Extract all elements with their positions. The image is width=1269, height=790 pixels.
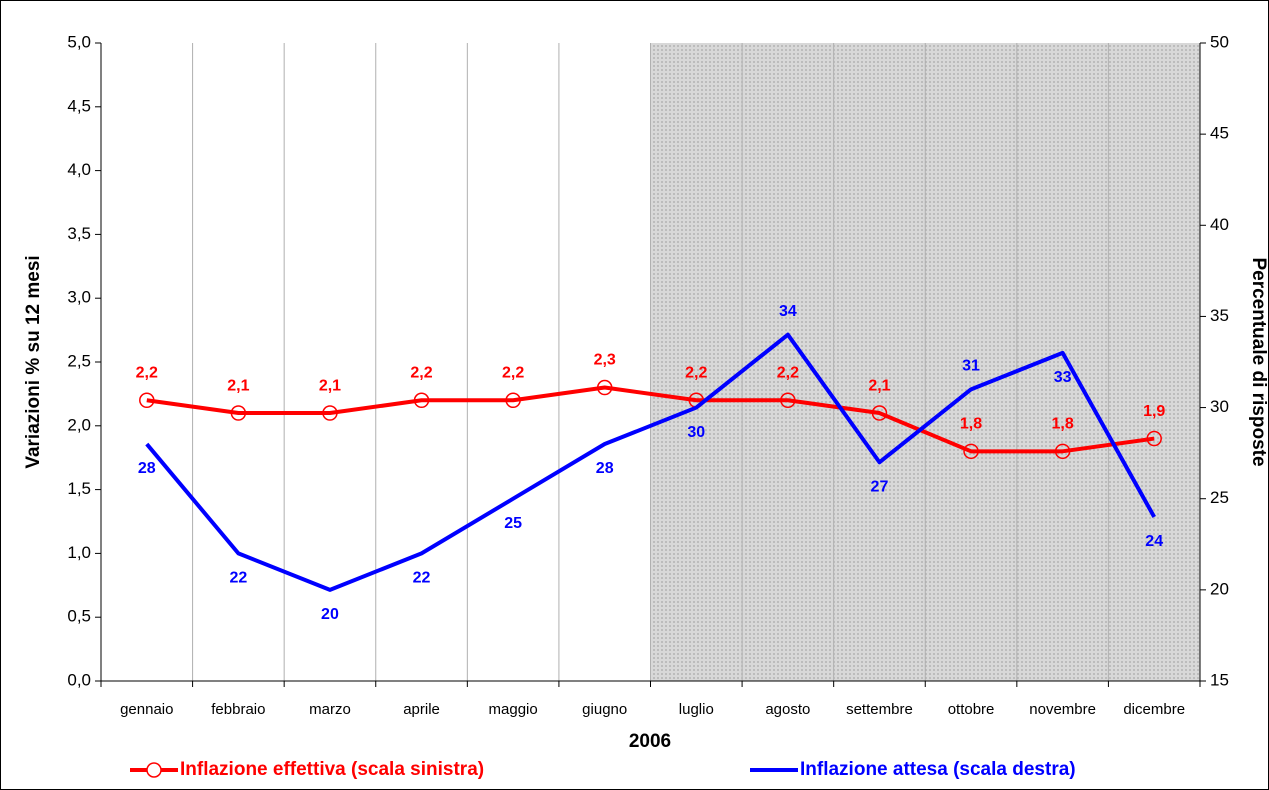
point-marker bbox=[1146, 430, 1162, 447]
data-label: 1,8 bbox=[960, 416, 982, 433]
data-label: 22 bbox=[413, 570, 431, 587]
y-tick-label: 4,5 bbox=[67, 96, 91, 115]
y2-tick-label: 15 bbox=[1210, 670, 1229, 689]
series-line bbox=[146, 385, 1155, 454]
data-label: 2,3 bbox=[594, 352, 616, 369]
x-tick-label: aprile bbox=[403, 701, 440, 718]
y-tick-label: 5,0 bbox=[67, 32, 91, 51]
legend-label: Inflazione attesa (scala destra) bbox=[800, 759, 1076, 780]
point-marker bbox=[139, 392, 155, 409]
point-marker bbox=[780, 392, 796, 409]
point-marker bbox=[413, 392, 430, 409]
data-label: 1,9 bbox=[1143, 403, 1165, 420]
y2-tick-label: 35 bbox=[1210, 306, 1229, 325]
x-tick-label: dicembre bbox=[1123, 701, 1185, 718]
x-tick-label: gennaio bbox=[120, 701, 173, 718]
data-label: 30 bbox=[687, 424, 705, 441]
x-tick-label: agosto bbox=[765, 701, 810, 718]
x-tick-label: marzo bbox=[309, 701, 351, 718]
point-marker bbox=[963, 443, 979, 460]
y-tick-label: 0,5 bbox=[67, 607, 91, 626]
y-tick-label: 3,0 bbox=[67, 288, 91, 307]
point-marker bbox=[322, 405, 338, 421]
x-tick-label: ottobre bbox=[948, 701, 995, 718]
y2-tick-label: 50 bbox=[1210, 32, 1229, 51]
y-tick-label: 3,5 bbox=[67, 224, 91, 243]
x-tick-label: novembre bbox=[1029, 701, 1096, 718]
legend-label: Inflazione effettiva (scala sinistra) bbox=[180, 759, 484, 780]
data-label: 2,2 bbox=[410, 364, 432, 381]
series-line bbox=[145, 332, 1156, 592]
y-axis-title: Variazioni % su 12 mesi bbox=[23, 255, 44, 468]
point-marker bbox=[505, 392, 521, 409]
point-marker bbox=[596, 379, 613, 396]
legend-marker bbox=[146, 762, 162, 778]
y-tick-label: 2,0 bbox=[67, 415, 91, 434]
y-tick-label: 0,0 bbox=[67, 670, 91, 689]
data-label: 2,2 bbox=[136, 364, 158, 381]
data-label: 24 bbox=[1145, 533, 1163, 550]
y2-tick-label: 30 bbox=[1210, 397, 1229, 416]
x-tick-label: maggio bbox=[489, 701, 538, 718]
data-label: 28 bbox=[596, 460, 614, 477]
point-marker bbox=[1054, 443, 1071, 460]
data-label: 2,1 bbox=[868, 377, 890, 394]
data-label: 1,8 bbox=[1052, 416, 1074, 433]
y2-tick-label: 25 bbox=[1210, 488, 1229, 507]
point-marker bbox=[871, 405, 888, 421]
y-tick-label: 4,0 bbox=[67, 160, 91, 179]
y2-axis-title: Percentuale di risposte bbox=[1248, 257, 1269, 466]
x-axis-title: 2006 bbox=[629, 731, 671, 752]
data-label: 20 bbox=[321, 606, 339, 623]
data-label: 28 bbox=[138, 460, 156, 477]
y-tick-label: 1,0 bbox=[67, 543, 91, 562]
data-label: 2,2 bbox=[685, 364, 707, 381]
data-label: 2,2 bbox=[777, 364, 799, 381]
data-label: 2,1 bbox=[319, 377, 341, 394]
data-label: 31 bbox=[962, 358, 980, 375]
data-label: 2,2 bbox=[502, 364, 524, 381]
y-tick-label: 2,5 bbox=[67, 351, 91, 370]
y2-tick-label: 40 bbox=[1210, 215, 1229, 234]
y2-tick-label: 45 bbox=[1210, 124, 1229, 143]
data-label: 27 bbox=[871, 478, 889, 495]
data-label: 22 bbox=[229, 570, 247, 587]
data-label: 33 bbox=[1054, 369, 1072, 386]
point-marker bbox=[230, 405, 247, 421]
data-label: 2,1 bbox=[227, 377, 249, 394]
x-tick-label: febbraio bbox=[211, 701, 265, 718]
y-tick-label: 1,5 bbox=[67, 479, 91, 498]
x-tick-label: settembre bbox=[846, 701, 913, 718]
data-label: 34 bbox=[779, 303, 797, 320]
y2-tick-label: 20 bbox=[1210, 579, 1229, 598]
x-tick-label: luglio bbox=[679, 701, 714, 718]
data-label: 25 bbox=[504, 515, 522, 532]
x-tick-label: giugno bbox=[582, 701, 627, 718]
